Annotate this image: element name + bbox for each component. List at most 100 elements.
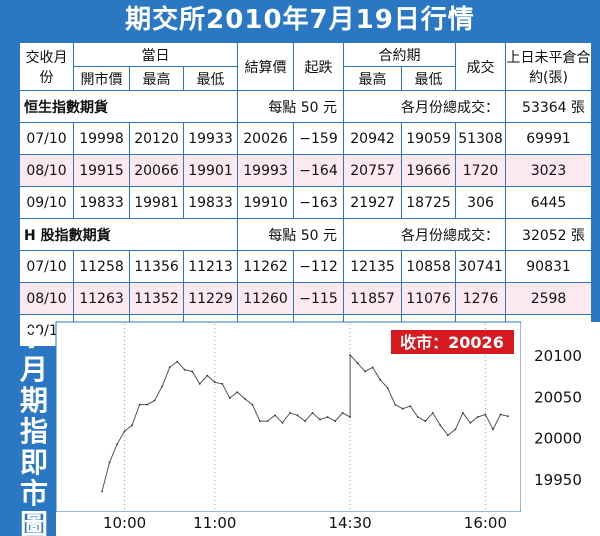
price-point [206,374,209,377]
price-point [176,360,179,363]
price-point [454,428,457,431]
section-point-value: 每點 50 元 [237,90,345,123]
table-cell: 11076 [401,282,457,315]
price-point [326,416,329,418]
close-badge [391,330,514,354]
table-cell: 19910 [237,186,295,219]
price-point [191,370,194,373]
price-point [409,405,412,408]
y-tick-label: 19950 [534,471,582,489]
table-cell: 11260 [237,282,295,315]
table-cell: 11263 [73,282,130,315]
side-label-char: 期 [19,384,48,417]
table-cell: 20942 [343,122,403,155]
table-cell: −112 [293,250,345,283]
price-point [198,383,201,385]
header-settle: 結算價 [237,42,295,91]
table-cell: 19833 [73,186,130,219]
price-line [101,353,509,492]
price-point [439,424,442,427]
price-point [236,391,239,394]
x-tick-label: 10:00 [103,514,146,532]
section-name: 恒生指數期貨 [18,90,239,123]
table-cell: 3023 [505,154,593,187]
table-cell: 19998 [73,122,130,155]
price-point [183,368,186,371]
y-tick-label: 20100 [534,347,582,365]
price-point [447,434,449,437]
price-point [349,354,351,356]
price-point [101,490,103,493]
side-label-char: 7 [24,322,44,355]
price-point [281,421,284,424]
price-point [371,366,374,369]
y-tick-label: 20050 [534,388,582,406]
header-high: 最高 [129,66,184,91]
table-row: 07/10 19998 20120 19933 20026 −159 20942 19059 5… [19,122,593,155]
table-cell: 19059 [401,122,457,155]
table-cell: 08/10 [19,154,74,187]
table-cell: 10858 [401,250,457,283]
price-point [356,362,359,365]
y-axis-strip [521,322,600,536]
price-point [123,430,126,432]
price-point [274,414,276,417]
table-cell: 51308 [455,122,507,155]
price-point [289,412,291,414]
table-cell: 20757 [343,154,403,187]
price-point [153,399,156,402]
header-row-top: 交收月份 當日 結算價 起跌 合約期 成交 上日未平倉合約(張) [19,42,593,91]
price-point [499,413,502,416]
table-cell: 2598 [505,282,593,315]
price-point [424,420,427,422]
header-volume: 成交 [455,42,507,91]
price-point [311,412,314,414]
header-month: 交收月份 [19,42,74,91]
table-cell: 09/10 [19,186,74,219]
table-body: 恒生指數期貨 每點 50 元各月份總成交： 53364 張 07/10 19998 201… [18,90,593,347]
price-point [131,424,134,427]
price-point [334,420,336,422]
side-label-char: 月 [19,353,48,386]
price-point [394,403,397,406]
price-point [416,416,419,418]
price-series [101,353,509,493]
quote-table: 交收月份 當日 結算價 起跌 合約期 成交 上日未平倉合約(張) 開市價 最高 … [18,42,593,347]
table-cell: 11258 [73,250,130,283]
price-point [341,412,344,414]
section-point-value: 每點 50 元 [237,218,345,251]
price-point [401,407,404,410]
table-cell: 11857 [343,282,403,315]
price-point [379,378,382,381]
section-name: H 股指數期貨 [18,218,239,251]
x-axis-ticks: 10:00 11:00 14:30 16:00 [103,514,507,532]
table-cell: 11262 [237,250,295,283]
price-point [221,383,224,385]
section-row: H 股指數期貨 每點 50 元各月份總成交： 32052 張 [18,218,593,251]
side-label-char: 圖 [19,508,48,536]
price-point [161,385,164,388]
price-point [304,420,306,422]
price-point [431,412,434,414]
price-point [168,366,171,369]
price-point [507,415,509,418]
price-point [108,461,111,464]
side-label-char: 市 [19,477,48,510]
table-cell: 19901 [182,154,239,187]
table-cell: 19933 [182,122,239,155]
price-point [469,421,472,424]
header-day-group: 當日 [72,42,239,67]
x-tick-label: 14:30 [328,514,371,532]
section-total: 32052 張 [505,218,593,251]
price-point [484,413,487,416]
section-total: 53364 張 [505,90,593,123]
table-cell: 07/10 [19,122,74,155]
price-point [259,420,261,422]
table-cell: 18725 [401,186,457,219]
side-label-char: 即 [19,446,48,479]
table-cell: −163 [293,186,345,219]
x-axis-strip [56,512,521,536]
x-tick-label: 11:00 [193,514,236,532]
